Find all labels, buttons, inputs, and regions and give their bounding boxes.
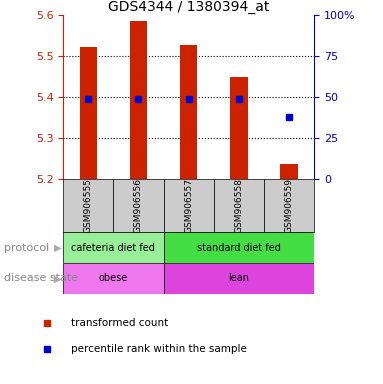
Text: disease state: disease state [4, 273, 78, 283]
Title: GDS4344 / 1380394_at: GDS4344 / 1380394_at [108, 0, 269, 14]
Text: ▶: ▶ [54, 273, 61, 283]
Bar [113, 179, 164, 232]
Bar [63, 232, 164, 263]
Text: percentile rank within the sample: percentile rank within the sample [71, 344, 247, 354]
Text: GSM906556: GSM906556 [134, 178, 143, 233]
Text: standard diet fed: standard diet fed [197, 243, 281, 253]
Bar [164, 263, 314, 294]
Bar [164, 179, 214, 232]
Text: cafeteria diet fed: cafeteria diet fed [72, 243, 155, 253]
Text: transformed count: transformed count [71, 318, 169, 328]
Bar [130, 22, 147, 179]
Bar [63, 263, 164, 294]
Bar [164, 232, 314, 263]
Text: GSM906555: GSM906555 [84, 178, 93, 233]
Bar [280, 164, 298, 179]
Bar [80, 47, 97, 179]
Bar [264, 179, 314, 232]
Text: protocol: protocol [4, 243, 49, 253]
Text: GSM906559: GSM906559 [285, 178, 293, 233]
Bar [230, 77, 247, 179]
Bar [180, 45, 197, 179]
Text: ▶: ▶ [54, 243, 61, 253]
Bar [214, 179, 264, 232]
Bar [63, 179, 113, 232]
Text: obese: obese [99, 273, 128, 283]
Text: GSM906558: GSM906558 [234, 178, 243, 233]
Text: GSM906557: GSM906557 [184, 178, 193, 233]
Text: lean: lean [228, 273, 249, 283]
